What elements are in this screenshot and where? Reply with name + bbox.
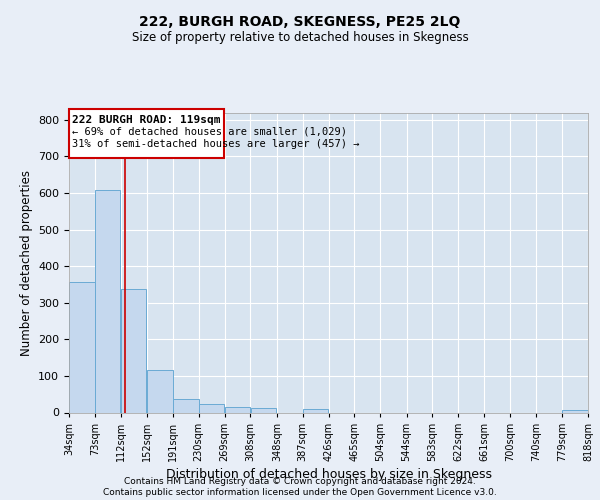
- Bar: [121, 289, 146, 412]
- Bar: [147, 370, 173, 412]
- Text: 222, BURGH ROAD, SKEGNESS, PE25 2LQ: 222, BURGH ROAD, SKEGNESS, PE25 2LQ: [139, 16, 461, 30]
- Y-axis label: Number of detached properties: Number of detached properties: [20, 170, 32, 356]
- Bar: [173, 398, 199, 412]
- X-axis label: Distribution of detached houses by size in Skegness: Distribution of detached houses by size …: [166, 468, 491, 481]
- Text: 222 BURGH ROAD: 119sqm: 222 BURGH ROAD: 119sqm: [72, 115, 221, 125]
- Bar: [251, 408, 276, 412]
- Text: Contains HM Land Registry data © Crown copyright and database right 2024.: Contains HM Land Registry data © Crown c…: [124, 476, 476, 486]
- Bar: [95, 190, 121, 412]
- Text: Size of property relative to detached houses in Skegness: Size of property relative to detached ho…: [131, 31, 469, 44]
- Bar: [303, 409, 328, 412]
- FancyBboxPatch shape: [69, 109, 224, 158]
- Text: ← 69% of detached houses are smaller (1,029): ← 69% of detached houses are smaller (1,…: [71, 126, 347, 136]
- Bar: [199, 404, 224, 412]
- Bar: [225, 406, 250, 412]
- Text: 31% of semi-detached houses are larger (457) →: 31% of semi-detached houses are larger (…: [71, 138, 359, 148]
- Bar: [562, 410, 588, 412]
- Bar: [69, 282, 95, 412]
- Text: Contains public sector information licensed under the Open Government Licence v3: Contains public sector information licen…: [103, 488, 497, 497]
